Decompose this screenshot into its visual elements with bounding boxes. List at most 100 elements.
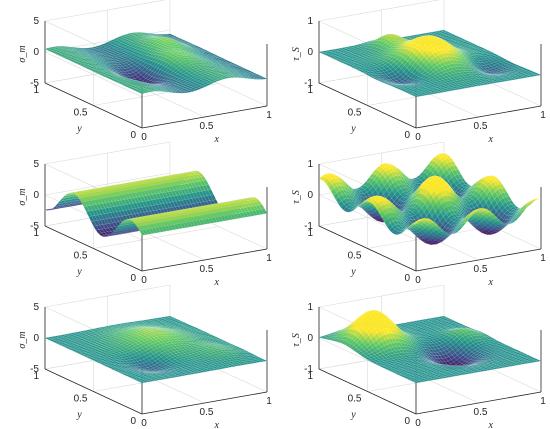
surface-cell (90, 50, 97, 52)
surface-cell (105, 66, 112, 70)
surface-cell (137, 33, 144, 35)
surface-cell (153, 58, 160, 63)
surface-cell (148, 44, 155, 48)
surface-cell (204, 57, 211, 60)
surface-cell (79, 51, 86, 54)
surface-mesh (44, 32, 268, 95)
surface-cell (66, 57, 73, 61)
surface-cell (168, 36, 175, 38)
surface-cell (187, 45, 193, 47)
surface-cell (188, 46, 195, 49)
surface-cell (149, 36, 156, 39)
surface-cell (196, 64, 203, 67)
surface-cell (97, 58, 103, 61)
surface-cell (169, 48, 176, 50)
surface-cell (186, 42, 192, 44)
x-tick-label: 0 (141, 275, 147, 286)
surface-cell (47, 48, 54, 52)
x-tick-label: 1 (266, 253, 272, 264)
surface-cell (182, 59, 189, 63)
surface-cell (177, 44, 184, 48)
surface-cell (124, 70, 131, 75)
surface-cell (149, 66, 156, 72)
surface-cell (143, 45, 150, 50)
surface-cell (170, 66, 177, 72)
surface-cell (163, 33, 170, 36)
surface-cell (145, 49, 152, 53)
surface-cell (64, 56, 71, 60)
surface-cell (156, 35, 162, 38)
surface-cell (165, 50, 173, 53)
surface-cell (78, 52, 85, 54)
surface-cell (204, 52, 211, 55)
surface-cell (172, 68, 179, 73)
surface-cell (109, 59, 116, 62)
surface-cell (161, 56, 168, 62)
z-tick-label: 0 (33, 190, 39, 201)
y-tick-label: 1 (307, 85, 313, 96)
z-axis-label: τ_S (291, 47, 302, 61)
surface-cell (122, 65, 129, 69)
surface-cell (152, 35, 159, 37)
surface-cell (138, 36, 145, 39)
z-tick-label: 5 (33, 159, 39, 170)
surface-cell (174, 56, 181, 61)
surface-cell (162, 53, 169, 58)
surface-cell (74, 49, 80, 52)
surface-cell (69, 47, 75, 50)
surface-cell (204, 65, 212, 68)
surface-cell (106, 69, 113, 73)
surface-cell (132, 37, 139, 41)
surface-cell (153, 34, 160, 37)
surface-cell (74, 49, 81, 51)
surface-cell (158, 75, 165, 80)
surface-cell (102, 46, 109, 50)
surface-cell (136, 64, 143, 69)
surface-cell (115, 74, 122, 77)
surface-cell (143, 37, 150, 39)
surface-cell (51, 51, 59, 54)
surface-cell (212, 60, 219, 63)
surface-cell (157, 41, 164, 45)
surface-cell (182, 48, 188, 52)
surface-cell (167, 52, 174, 56)
surface-cell (116, 72, 123, 77)
axes (44, 21, 268, 129)
surface-cell (166, 48, 173, 51)
surface-cell (114, 62, 121, 65)
surface-cell (210, 62, 217, 65)
surface-cell (71, 60, 78, 63)
surface-cell (151, 33, 157, 36)
surface-cell (170, 44, 178, 47)
surface-cell (61, 55, 68, 59)
surface-cell (110, 57, 117, 60)
surface-mesh (318, 153, 542, 245)
surface-cell (140, 34, 147, 36)
surface-cell (72, 51, 79, 54)
surface-cell (175, 54, 182, 58)
y-tick-label: 0.5 (74, 108, 88, 119)
y-tick-label: 1 (33, 85, 39, 96)
surface-cell (184, 64, 191, 69)
surface-cell (152, 35, 158, 38)
surface-cell (124, 48, 131, 52)
surface-cell (49, 50, 56, 53)
surface-cell (163, 62, 169, 68)
x-tick-label: 1 (266, 110, 272, 121)
surface-cell (183, 41, 190, 43)
surface-cell (148, 71, 155, 77)
surface-cell (56, 53, 64, 56)
surface-cell (135, 72, 142, 78)
surface-cell (226, 63, 233, 65)
surface-cell (54, 52, 61, 55)
surface-cell (97, 44, 105, 48)
surface-cell (119, 66, 126, 70)
surface-cell (69, 46, 76, 49)
surface-cell (93, 59, 100, 62)
axis-line (44, 82, 143, 129)
surface-cell (84, 53, 91, 56)
surface-mesh (318, 29, 542, 98)
y-axis-label: y (76, 124, 82, 135)
